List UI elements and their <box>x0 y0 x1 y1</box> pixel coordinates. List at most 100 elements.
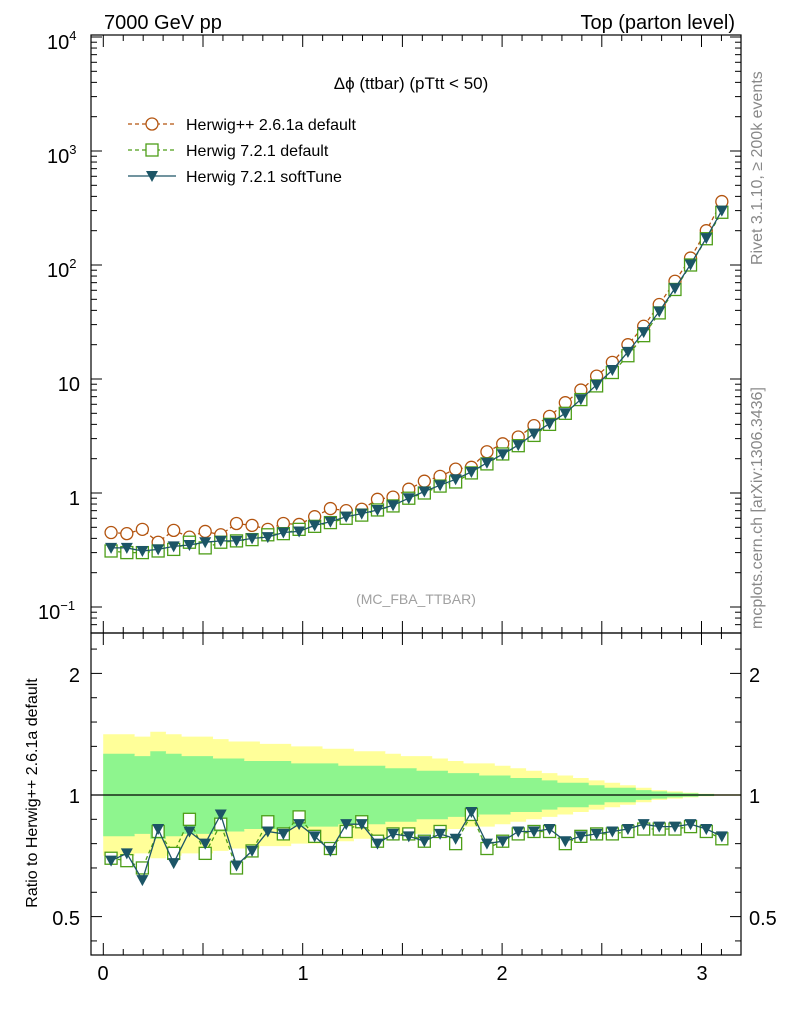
main-point-herwig7-softtune <box>199 537 212 549</box>
main-point-herwig7-softtune <box>590 379 603 391</box>
ratio-ytick-2-left: 2 <box>69 665 80 687</box>
main-point-herwigpp <box>198 524 212 539</box>
main-point-herwigpp <box>480 445 494 459</box>
main-series-herwig7-default <box>104 205 729 560</box>
main-point-herwig7-softtune <box>528 428 541 440</box>
main-point-herwigpp <box>135 522 150 536</box>
ratio-point-herwig7-softtune <box>606 826 619 838</box>
main-point-herwig7-softtune <box>715 205 728 217</box>
main-point-herwig7-softtune <box>105 542 118 554</box>
ratio-point-herwig7-softtune <box>308 831 321 843</box>
ytick-label-1e4: 104 <box>47 28 76 54</box>
ytick-label-1e2: 102 <box>47 256 76 282</box>
ratio-point-herwig7-softtune <box>324 845 337 857</box>
ratio-ytick-05-right: 0.5 <box>749 908 777 930</box>
main-point-herwig7-softtune <box>293 526 306 538</box>
main-y-tick-labels: 104 103 102 10 1 10−1 <box>38 28 80 624</box>
ratio-point-herwig7-softtune <box>715 831 728 843</box>
main-point-herwigpp <box>120 526 134 541</box>
ratio-point-herwig7-softtune <box>480 838 493 850</box>
ratio-point-herwig7-softtune <box>214 809 227 821</box>
ratio-point-herwig7-softtune <box>528 826 541 838</box>
main-point-herwig7-softtune <box>214 535 227 547</box>
ratio-point-herwig7-softtune <box>152 824 165 836</box>
ratio-point-herwig7-softtune <box>684 819 697 831</box>
main-line-herwig7-default <box>111 211 723 554</box>
analysis-tag: (MC_FBA_TTBAR) <box>356 591 476 607</box>
legend-label-herwigpp: Herwig++ 2.6.1a default <box>186 117 356 134</box>
main-point-herwig7-softtune <box>621 346 634 358</box>
ratio-point-herwig7-softtune <box>120 848 133 860</box>
legend-item-herwigpp: Herwig++ 2.6.1a default <box>128 117 356 134</box>
ratio-point-herwig7-softtune <box>105 855 118 867</box>
ratio-y-tick-labels: 2 1 0.5 2 1 0.5 <box>52 665 777 930</box>
header-left: 7000 GeV pp <box>104 12 222 34</box>
main-point-herwig7-softtune <box>402 493 415 505</box>
ratio-point-herwig7-softtune <box>387 828 400 840</box>
main-point-herwig7-softtune <box>355 508 368 520</box>
ratio-point-herwig7-softtune <box>621 824 634 836</box>
ratio-point-herwig7-softtune <box>418 836 431 848</box>
ratio-point-herwig7-softtune <box>371 838 384 850</box>
ratio-y-axis-label: Ratio to Herwig++ 2.6.1a default <box>24 678 41 908</box>
ratio-point-herwig7-softtune <box>668 821 681 833</box>
ratio-ytick-2-right: 2 <box>749 665 760 687</box>
main-point-herwig7-softtune <box>449 474 462 486</box>
main-point-herwig7-softtune <box>371 504 384 516</box>
main-point-herwigpp <box>323 501 338 516</box>
main-point-herwig7-softtune <box>668 283 681 295</box>
tick-layer <box>91 35 741 955</box>
rivet-version-label: Rivet 3.1.10, ≥ 200k events <box>749 71 766 265</box>
ytick-label-10: 10 <box>58 374 80 396</box>
ratio-point-herwig7-softtune <box>199 838 212 850</box>
ratio-point-herwig7-softtune <box>293 819 306 831</box>
main-point-herwig7-softtune <box>465 466 478 478</box>
main-point-herwig7-softtune <box>434 480 447 492</box>
main-point-herwig7-softtune <box>152 544 165 556</box>
main-point-herwig7-softtune <box>574 394 587 406</box>
ratio-point-herwig7-softtune <box>449 833 462 845</box>
ytick-label-1em1: 10−1 <box>38 598 75 624</box>
main-point-herwig7-softtune <box>324 516 337 528</box>
ratio-ytick-1-left: 1 <box>69 786 80 808</box>
main-point-herwigpp <box>448 462 463 476</box>
main-point-herwig7-softtune <box>261 532 274 544</box>
ratio-frame <box>90 632 742 956</box>
x-tick-labels: 0 1 2 3 <box>97 963 707 985</box>
ratio-point-herwig7-softtune <box>340 819 353 831</box>
ratio-point-herwig7-softtune <box>700 824 713 836</box>
ratio-point-herwig7-default <box>261 815 275 829</box>
main-point-herwig7-softtune <box>559 408 572 420</box>
main-point-herwig7-softtune <box>637 327 650 339</box>
main-point-herwig7-softtune <box>246 533 259 545</box>
main-line-herwig7-softtune <box>111 210 723 552</box>
main-point-herwig7-softtune <box>496 449 509 461</box>
ratio-point-herwig7-softtune <box>183 826 196 838</box>
ratio-point-herwig7-softtune <box>496 836 509 848</box>
xtick-label-0: 0 <box>97 963 108 985</box>
main-point-herwigpp <box>417 474 431 488</box>
main-point-herwig7-softtune <box>136 545 149 557</box>
legend-marker-circle <box>145 117 159 131</box>
header-right: Top (parton level) <box>580 12 735 34</box>
ratio-point-herwig7-softtune <box>574 831 587 843</box>
main-point-herwig7-softtune <box>183 539 196 551</box>
main-line-herwigpp <box>111 201 723 544</box>
ratio-point-herwig7-softtune <box>465 807 478 819</box>
ratio-point-herwig7-softtune <box>559 836 572 848</box>
ratio-point-herwig7-softtune <box>246 845 259 857</box>
main-point-herwigpp <box>104 525 118 540</box>
main-point-herwig7-softtune <box>653 306 666 318</box>
plot-title: Δϕ (ttbar) (pTtt < 50) <box>334 74 489 93</box>
ratio-point-herwig7-softtune <box>653 821 666 833</box>
main-point-herwig7-softtune <box>700 233 713 245</box>
main-series-herwig7-softtune <box>105 205 728 557</box>
main-point-herwig7-softtune <box>230 535 243 547</box>
xtick-label-2: 2 <box>496 963 507 985</box>
ratio-point-herwig7-softtune <box>167 858 180 870</box>
legend-label-herwig7-softtune: Herwig 7.2.1 softTune <box>186 169 342 186</box>
main-point-herwigpp <box>167 523 181 538</box>
main-point-herwig7-softtune <box>418 486 431 498</box>
ytick-label-1: 1 <box>69 488 80 510</box>
